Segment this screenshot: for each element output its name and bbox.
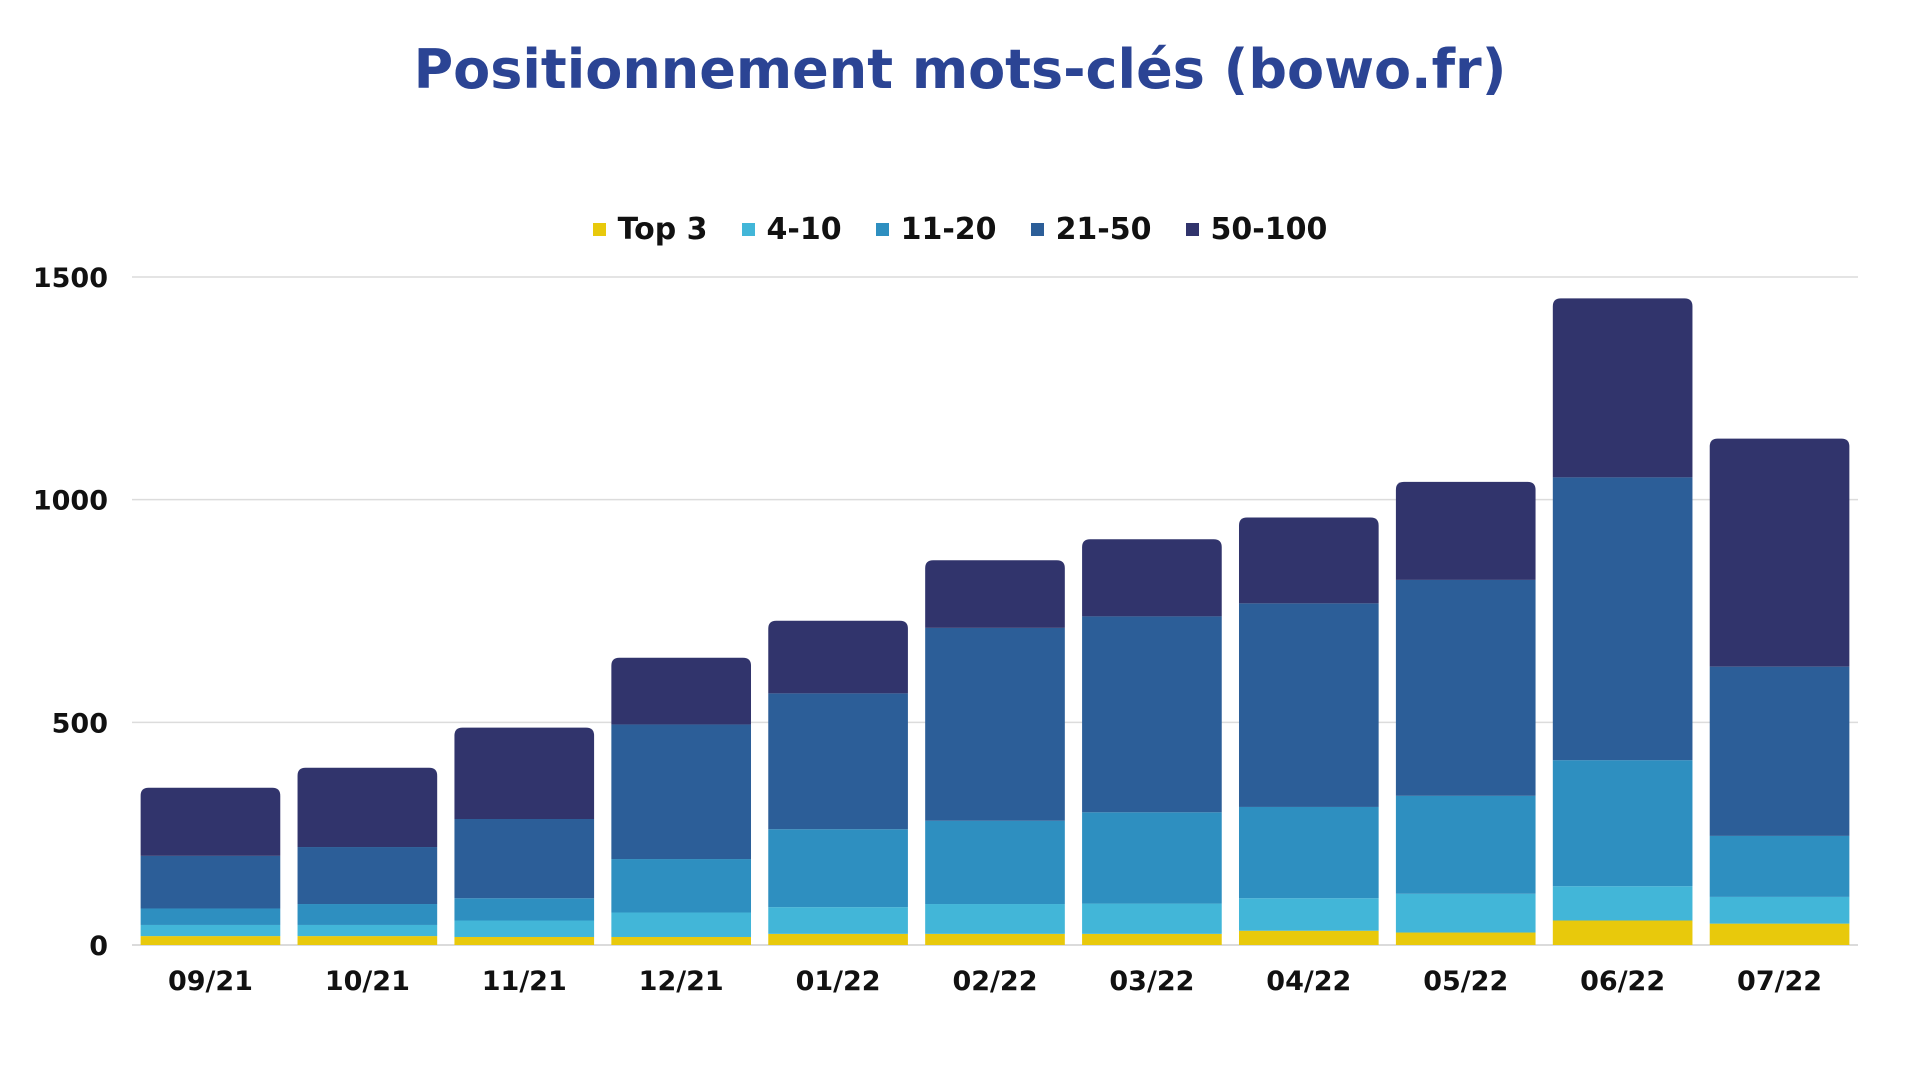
x-tick-label: 11/21	[482, 966, 567, 997]
bar-segment	[925, 933, 1065, 945]
legend-item: Top 3	[592, 212, 708, 247]
bar-segment	[1082, 812, 1222, 904]
bar-segment	[454, 818, 595, 899]
bar-segment	[1552, 477, 1693, 761]
bar-segment	[925, 820, 1065, 905]
legend-item: 11-20	[875, 212, 997, 247]
y-axis: 0 500 1000 1500	[33, 263, 108, 962]
bar-segment	[768, 620, 908, 694]
bar-segment	[1709, 438, 1850, 667]
bar-segment	[1238, 517, 1379, 604]
y-tick-label: 1500	[33, 263, 108, 294]
bar-segment	[454, 898, 595, 921]
bar-segment	[611, 657, 752, 725]
legend-label: 4-10	[766, 212, 842, 247]
legend-item: 50-100	[1185, 212, 1328, 247]
bar-segment	[768, 907, 908, 934]
bar-segment	[140, 855, 281, 909]
bar-segment	[768, 829, 908, 908]
bar-segment	[1552, 760, 1693, 887]
bar-segment	[1395, 893, 1536, 933]
bar-segment	[1395, 932, 1536, 945]
bar-segment	[768, 933, 908, 945]
x-tick-label: 03/22	[1109, 966, 1194, 997]
legend-label: 11-20	[900, 212, 997, 247]
bar-segment	[1395, 481, 1536, 580]
bar-segment	[140, 924, 281, 937]
bar-segment	[611, 859, 752, 913]
y-tick-label: 0	[89, 931, 108, 962]
y-tick-label: 1000	[33, 486, 108, 517]
bar-segment	[297, 767, 438, 848]
x-tick-label: 04/22	[1266, 966, 1351, 997]
bar-segment	[297, 924, 438, 937]
x-tick-label: 09/21	[168, 966, 253, 997]
x-tick-label: 10/21	[325, 966, 410, 997]
bar-segment	[611, 724, 752, 860]
legend-label: 50-100	[1210, 212, 1328, 247]
bar-segment	[1552, 886, 1693, 921]
bar-segment	[611, 912, 752, 937]
x-axis: 09/21 10/21 11/21 12/21 01/22 02/22 03/22 04/22…	[168, 966, 1822, 997]
legend-swatch	[592, 223, 606, 236]
legend-swatch	[1185, 223, 1199, 236]
chart-title: Positionnement mots-clés (bowo.fr)	[413, 38, 1507, 101]
x-tick-label: 05/22	[1423, 966, 1508, 997]
x-tick-label: 06/22	[1580, 966, 1665, 997]
bar-segment	[140, 787, 281, 856]
legend-item: 4-10	[741, 212, 842, 247]
x-tick-label: 07/22	[1737, 966, 1822, 997]
bar-segment	[454, 727, 595, 819]
x-tick-label: 02/22	[952, 966, 1037, 997]
bar-segment	[1395, 795, 1536, 894]
bar-segment	[1238, 898, 1379, 931]
legend-swatch	[1030, 223, 1044, 236]
bar-segment	[925, 904, 1065, 934]
legend-item: 21-50	[1030, 212, 1152, 247]
legend-label: 21-50	[1055, 212, 1152, 247]
bar-segment	[1238, 806, 1379, 899]
chart-legend: Top 3 4-10 11-20 21-50 50-100	[0, 212, 1920, 247]
bar-segment	[1395, 579, 1536, 796]
bar-segment	[1082, 616, 1222, 813]
bar-segment	[454, 920, 595, 937]
bar-segment	[297, 904, 438, 925]
bar-segment	[297, 936, 438, 945]
x-tick-label: 12/21	[639, 966, 724, 997]
legend-label: Top 3	[617, 212, 708, 247]
bar-segment	[611, 936, 752, 945]
bar-segment	[297, 847, 438, 905]
bar-segment	[1082, 903, 1222, 934]
bar-segment	[1709, 666, 1850, 836]
bar-segment	[1238, 930, 1379, 945]
y-tick-label: 500	[52, 708, 108, 739]
bar-segment	[925, 627, 1065, 821]
legend-swatch	[875, 223, 889, 236]
bar-segment	[925, 560, 1065, 628]
bar-segment	[1552, 298, 1693, 478]
bar-segment	[1238, 603, 1379, 807]
bars	[140, 298, 1850, 945]
x-tick-label: 01/22	[796, 966, 881, 997]
bar-segment	[1709, 896, 1850, 924]
bar-segment	[140, 908, 281, 925]
legend-swatch	[741, 223, 755, 236]
bar-segment	[140, 936, 281, 945]
bar-segment	[1082, 539, 1222, 617]
bar-segment	[454, 936, 595, 945]
bar-segment	[768, 693, 908, 830]
bar-segment	[1552, 920, 1693, 945]
bar-segment	[1082, 933, 1222, 945]
bar-segment	[1709, 923, 1850, 945]
bar-segment	[1709, 835, 1850, 897]
